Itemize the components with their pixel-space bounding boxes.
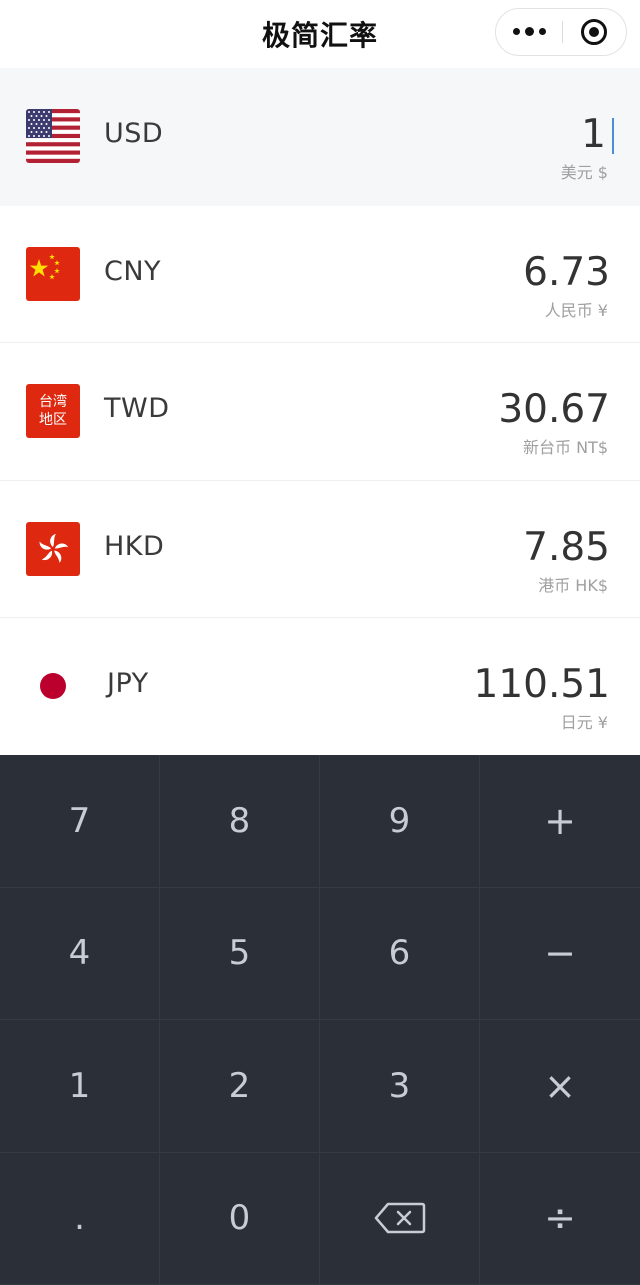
currency-list: USD 1 美元 $ CNY 6.73 人民币 ¥ 台湾 地区 TWD 30.6… [0,68,640,756]
currency-unit: 日元 ¥ [560,713,608,732]
mini-program-capsule [495,8,627,56]
key-6[interactable]: 6 [320,887,480,1020]
currency-row-jpy[interactable]: JPY 110.51 日元 ¥ [0,618,640,756]
currency-unit: 新台币 NT$ [522,438,608,457]
currency-amount-input[interactable]: 1 [581,112,606,157]
currency-amount: 7.85 [523,524,610,570]
close-program-icon[interactable] [562,9,625,54]
currency-code: USD [104,118,164,149]
key-2[interactable]: 2 [160,1020,320,1153]
number-keypad: 7 8 9 + 4 5 6 − 1 2 3 × . 0 ÷ [0,755,640,1285]
more-menu-icon[interactable] [496,9,562,54]
currency-amount: 30.67 [498,387,610,432]
currency-row-usd[interactable]: USD 1 美元 $ [0,68,640,206]
flag-text: 地区 [39,412,67,428]
currency-row-cny[interactable]: CNY 6.73 人民币 ¥ [0,205,640,343]
us-flag-icon [26,109,80,163]
currency-row-twd[interactable]: 台湾 地区 TWD 30.67 新台币 NT$ [0,343,640,481]
page-title: 极简汇率 [261,19,378,52]
flag-text: 台湾 [39,394,67,410]
currency-unit: 美元 $ [560,163,608,182]
nav-bar: 极简汇率 [0,0,640,68]
cn-flag-icon [26,246,80,301]
key-decimal[interactable]: . [0,1152,160,1285]
key-1[interactable]: 1 [0,1020,160,1153]
currency-code: JPY [107,668,149,699]
backspace-icon [374,1203,425,1234]
key-3[interactable]: 3 [320,1020,480,1153]
key-minus[interactable]: − [480,888,640,1020]
key-multiply[interactable]: × [480,1020,640,1153]
currency-unit: 港币 HK$ [538,575,608,595]
currency-code: TWD [104,393,170,424]
backspace-key[interactable] [320,1152,480,1285]
key-0[interactable]: 0 [160,1152,320,1285]
currency-code: CNY [104,255,162,287]
key-5[interactable]: 5 [160,887,320,1020]
currency-amount: 6.73 [523,249,610,295]
currency-unit: 人民币 ¥ [544,300,608,320]
currency-row-hkd[interactable]: HKD 7.85 港币 HK$ [0,480,640,618]
key-9[interactable]: 9 [320,755,480,888]
twd-region-icon: 台湾 地区 [26,384,80,438]
capsule-divider [562,21,563,43]
key-4[interactable]: 4 [0,887,160,1020]
text-cursor [612,118,614,154]
key-7[interactable]: 7 [0,755,160,888]
currency-amount: 110.51 [473,662,610,707]
key-divide[interactable]: ÷ [480,1153,640,1285]
jp-flag-icon [26,659,80,713]
hk-flag-icon [26,521,80,576]
currency-code: HKD [104,530,165,562]
key-plus[interactable]: + [480,755,640,888]
key-8[interactable]: 8 [160,755,320,888]
